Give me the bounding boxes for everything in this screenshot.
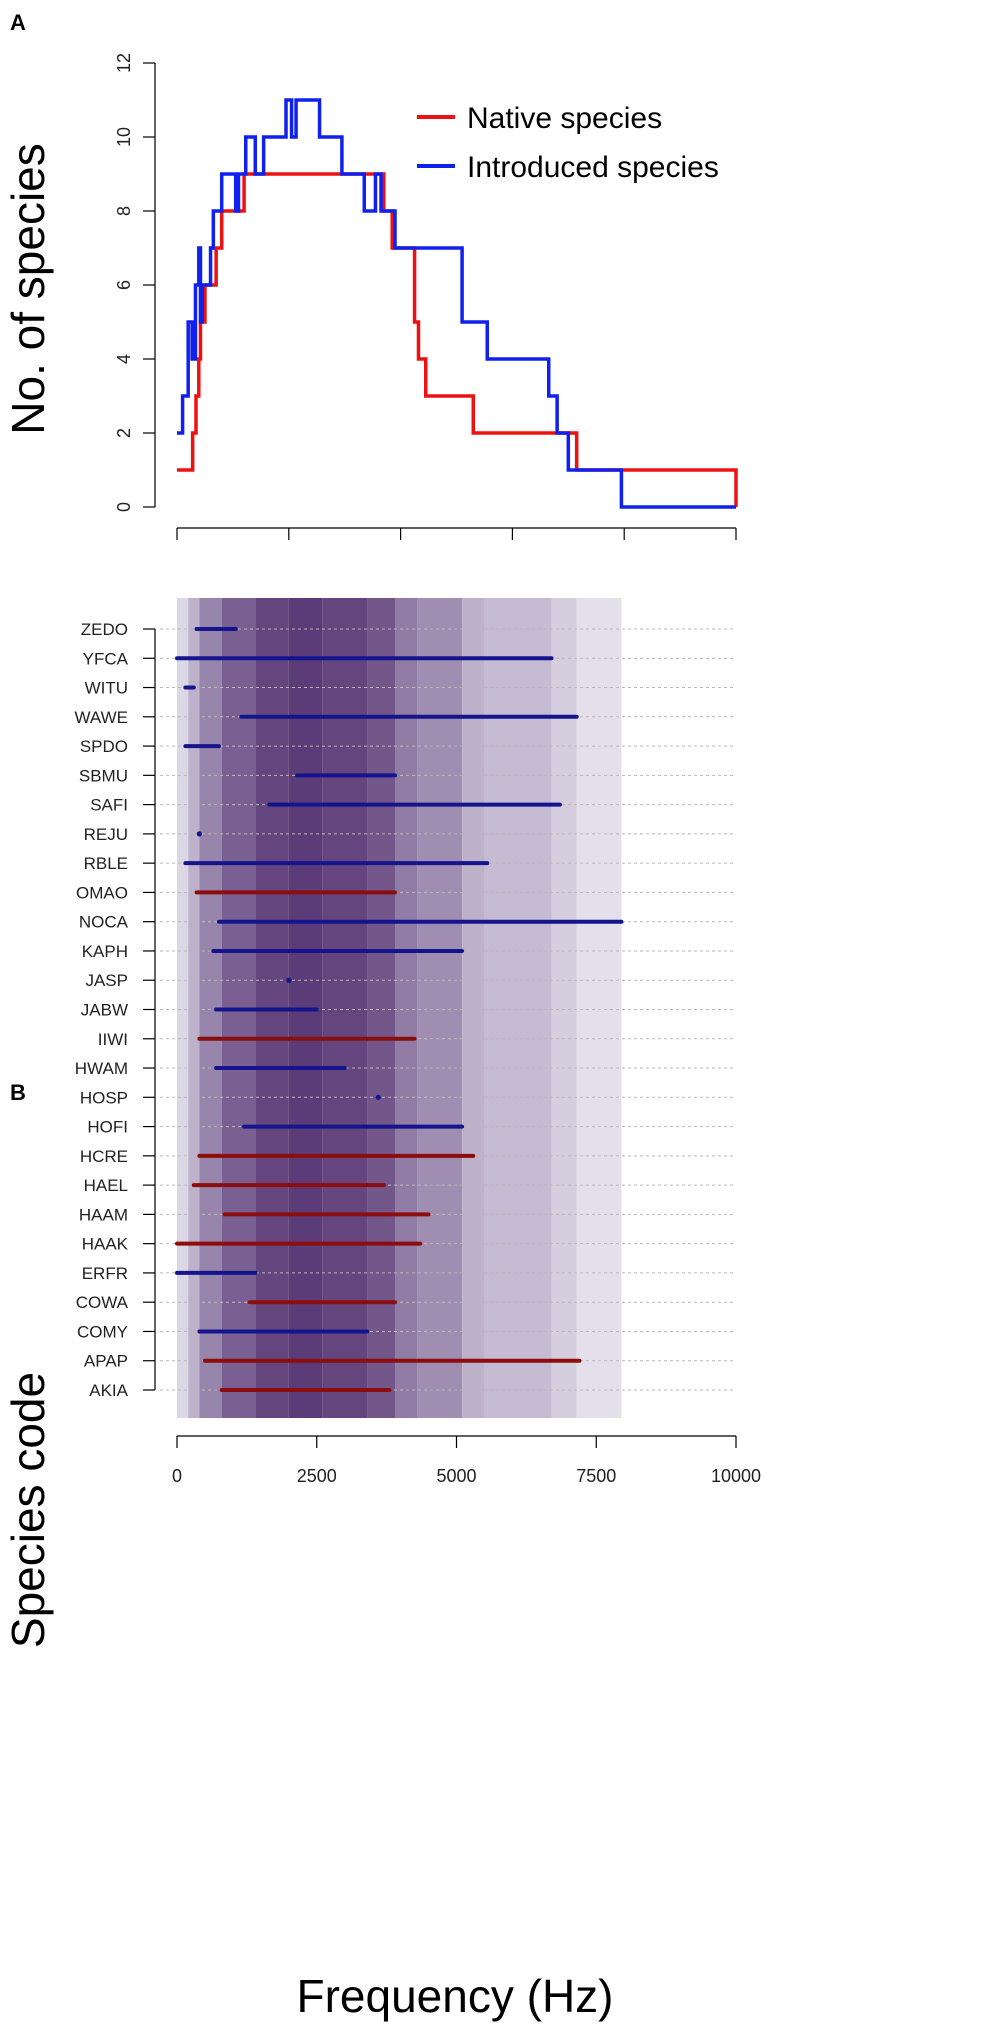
density-band bbox=[177, 598, 189, 1418]
x-tick-label: 5000 bbox=[436, 1466, 476, 1486]
panel-a-y-axis-label: No. of species bbox=[2, 143, 54, 434]
density-band bbox=[199, 598, 222, 1418]
y-tick-label-rble: RBLE bbox=[84, 854, 128, 873]
y-tick-label: 6 bbox=[114, 280, 134, 290]
legend-native-label: Native species bbox=[467, 102, 662, 135]
y-tick-label-yfca: YFCA bbox=[83, 649, 129, 668]
y-tick-label-zedo: ZEDO bbox=[81, 620, 128, 639]
range-hosp bbox=[375, 1094, 381, 1100]
x-tick-label: 10000 bbox=[711, 1466, 761, 1486]
y-tick-label-noca: NOCA bbox=[79, 913, 129, 932]
range-reju bbox=[196, 831, 202, 837]
panel-a-legend: Native species Introduced species bbox=[417, 102, 719, 184]
x-tick-label: 7500 bbox=[576, 1466, 616, 1486]
y-tick-label-hcre: HCRE bbox=[80, 1147, 128, 1166]
y-tick-label-hwam: HWAM bbox=[75, 1059, 128, 1078]
panel-b-y-axis-label: Species code bbox=[2, 1372, 54, 1648]
y-tick-label-sbmu: SBMU bbox=[79, 766, 128, 785]
y-tick-label-kaph: KAPH bbox=[82, 942, 128, 961]
y-tick-label-hofi: HOFI bbox=[87, 1118, 128, 1137]
native-species-line bbox=[177, 172, 738, 507]
panel-a-label: A bbox=[10, 10, 26, 35]
density-band bbox=[417, 598, 463, 1418]
y-tick-label-haak: HAAK bbox=[82, 1235, 129, 1254]
density-band bbox=[188, 598, 200, 1418]
density-band bbox=[322, 598, 368, 1418]
legend-introduced-label: Introduced species bbox=[467, 151, 719, 184]
y-tick-label: 8 bbox=[114, 206, 134, 216]
y-tick-label-erfr: ERFR bbox=[82, 1264, 128, 1283]
y-tick-label-wawe: WAWE bbox=[74, 708, 128, 727]
y-tick-label-omao: OMAO bbox=[76, 883, 128, 902]
panel-a: A 0 2 4 6 8 10 12 No. of species Native specie… bbox=[2, 10, 738, 540]
y-tick-label-iiwi: IIWI bbox=[98, 1030, 128, 1049]
x-tick-label: 2500 bbox=[297, 1466, 337, 1486]
introduced-species-line bbox=[177, 98, 736, 509]
y-tick-label: 0 bbox=[114, 502, 134, 512]
density-band bbox=[551, 598, 577, 1418]
y-tick-label-haam: HAAM bbox=[79, 1205, 128, 1224]
y-tick-label-spdo: SPDO bbox=[80, 737, 128, 756]
y-tick-label-reju: REJU bbox=[84, 825, 128, 844]
panel-b-axes: ZEDO YFCA WITU WAWE SPDO SBMU SAFI REJU RBLE OMAO… bbox=[74, 620, 761, 1486]
y-tick-label-witu: WITU bbox=[85, 679, 128, 698]
y-tick-label-hosp: HOSP bbox=[80, 1088, 128, 1107]
density-band bbox=[576, 598, 622, 1418]
y-tick-label-jabw: JABW bbox=[81, 1001, 128, 1020]
panel-b-ranges bbox=[175, 627, 624, 1392]
y-tick-label: 12 bbox=[114, 53, 134, 73]
y-tick-label-apap: APAP bbox=[84, 1352, 128, 1371]
y-tick-label-hael: HAEL bbox=[84, 1176, 128, 1195]
density-band bbox=[462, 598, 485, 1418]
y-tick-label-cowa: COWA bbox=[76, 1293, 129, 1312]
y-tick-label-safi: SAFI bbox=[90, 796, 128, 815]
y-tick-label-jasp: JASP bbox=[85, 971, 128, 990]
density-band bbox=[395, 598, 418, 1418]
density-band bbox=[367, 598, 396, 1418]
density-band bbox=[484, 598, 552, 1418]
panel-b: B ZEDO YFCA WITU WAWE SPDO SBMU SAFI REJU RBLE OM… bbox=[2, 598, 761, 2022]
y-tick-label: 4 bbox=[114, 354, 134, 364]
y-tick-label: 2 bbox=[114, 428, 134, 438]
x-tick-label: 0 bbox=[172, 1466, 182, 1486]
y-tick-label-akia: AKIA bbox=[89, 1381, 128, 1400]
panel-b-label: B bbox=[10, 1080, 26, 1105]
range-jasp bbox=[286, 977, 292, 983]
y-tick-label-comy: COMY bbox=[77, 1322, 128, 1341]
panel-b-x-axis-label: Frequency (Hz) bbox=[297, 1970, 614, 2022]
panel-a-axes: 0 2 4 6 8 10 12 bbox=[114, 53, 737, 540]
panel-a-series bbox=[177, 98, 738, 509]
y-tick-label: 10 bbox=[114, 127, 134, 147]
